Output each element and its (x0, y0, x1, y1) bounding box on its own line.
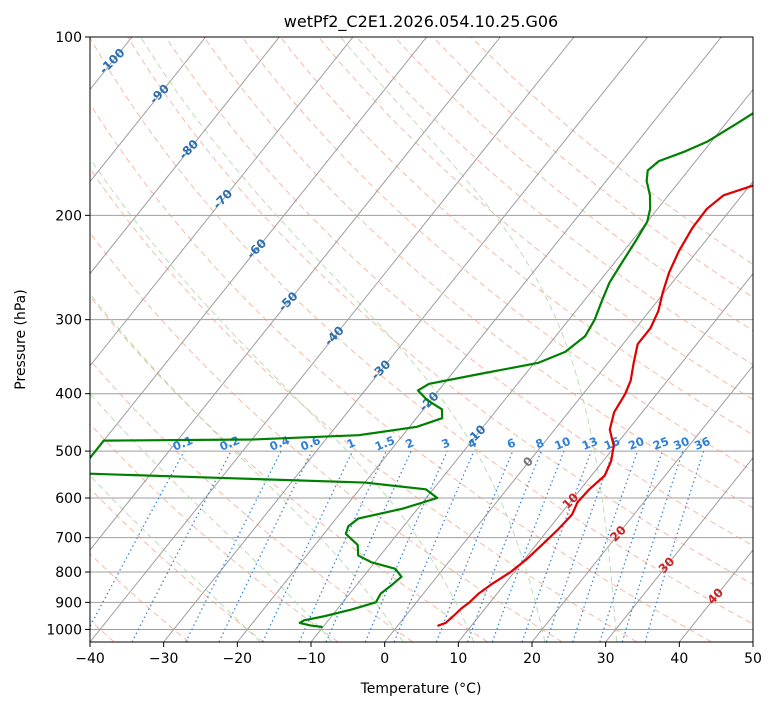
y-tick-label: 900 (55, 595, 82, 611)
mixing-ratio-label: 13 (580, 434, 600, 453)
x-tick-label: 40 (670, 651, 688, 667)
y-tick-label: 700 (55, 531, 82, 547)
isotherm-line (457, 272, 753, 642)
isotherm-line (90, 37, 280, 275)
dewpoint-profile-line (90, 111, 753, 628)
dry-adiabat-line (203, 37, 753, 509)
isotherm-line (90, 37, 207, 183)
x-tick-label: 0 (380, 651, 389, 667)
mixing-ratio-line (435, 450, 514, 642)
x-tick-label: −30 (149, 651, 179, 667)
axes: −40 −30 −20 −10 0 10 20 30 40 50 100 200 300 400 500 60… (46, 30, 762, 667)
isotherm-line (236, 37, 722, 642)
isotherm-line (605, 457, 753, 642)
dry-adiabat-line (90, 103, 712, 642)
y-tick-label: 300 (55, 313, 82, 329)
mixing-ratio-line (572, 450, 639, 642)
mixing-ratio-label: 30 (671, 434, 691, 453)
mixing-ratio-line (621, 450, 684, 642)
y-axis-label: Pressure (hPa) (13, 289, 29, 389)
mixing-ratio-label: 36 (692, 434, 712, 453)
mixing-ratio-label: 20 (626, 434, 646, 453)
mixing-ratio-line (466, 450, 542, 642)
isotherm-line (90, 37, 501, 551)
mixing-ratio-line (90, 450, 185, 628)
isotherm-line (90, 37, 575, 642)
temperature-profile-line (437, 184, 753, 627)
mixing-ratio-line (644, 450, 705, 642)
x-tick-label: 20 (523, 651, 541, 667)
x-tick-label: −20 (223, 651, 253, 667)
dry-adiabat-line (165, 37, 753, 547)
moist-adiabat-line (90, 293, 404, 642)
x-tick-label: −10 (296, 651, 326, 667)
plot-frame (89, 36, 754, 643)
dry-adiabat-line (90, 231, 563, 642)
mixing-ratio-line (599, 450, 663, 642)
dry-adiabat-line (356, 37, 753, 366)
y-tick-label: 400 (55, 387, 82, 403)
moist-adiabat-line (140, 37, 546, 642)
y-tick-label: 500 (55, 444, 82, 460)
isotherm-line (384, 180, 753, 642)
x-tick-label: −40 (75, 651, 105, 667)
dry-adiabat-line (90, 37, 753, 625)
mixing-ratio-label: 25 (651, 434, 671, 453)
dry-adiabat-line (318, 37, 753, 401)
sounding-profiles (90, 111, 753, 628)
y-tick-label: 200 (55, 208, 82, 224)
moist-adiabat-line (90, 474, 261, 642)
y-tick-label: 800 (55, 565, 82, 581)
x-tick-label: 50 (744, 651, 762, 667)
x-axis-label: Temperature (°C) (360, 681, 482, 697)
x-tick-label: 10 (449, 651, 467, 667)
chart-title: wetPf2_C2E1.2026.054.10.25.G06 (284, 12, 558, 32)
mixing-ratio-label: 16 (602, 434, 622, 453)
mixing-ratio-label: 10 (552, 434, 572, 453)
dry-adiabat-line (394, 37, 753, 332)
mixing-ratio-line (218, 450, 313, 642)
mixing-ratio-line (262, 450, 354, 642)
mixing-ratio-line (298, 450, 387, 642)
isotherm-line (90, 37, 354, 367)
isotherm-line (163, 37, 649, 642)
x-tick-label: 30 (597, 651, 615, 667)
background-lines (90, 37, 753, 642)
moist-adiabat-line (340, 37, 618, 642)
isotherm-line (531, 364, 753, 642)
y-tick-label: 100 (55, 30, 82, 46)
y-tick-label: 600 (55, 491, 82, 507)
dry-adiabat-line (90, 295, 488, 642)
isotherm-line (90, 37, 428, 459)
y-tick-label: 1000 (46, 622, 82, 638)
moist-adiabat-line (90, 157, 475, 642)
dry-adiabat-line (90, 553, 190, 642)
